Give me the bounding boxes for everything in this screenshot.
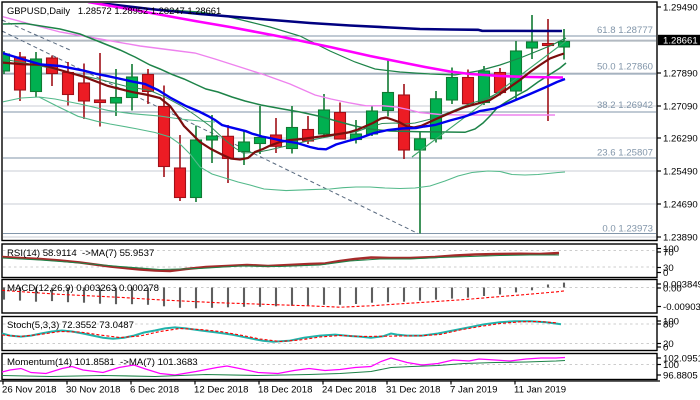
svg-text:1.24690: 1.24690 [663,199,698,210]
svg-text:GBPUSD,Daily 1.28572 1.28952: GBPUSD,Daily 1.28572 1.28952 1.28247 1.2… [7,5,221,16]
svg-text:20: 20 [663,339,674,350]
svg-text:RSI(14) 58.9114 ->MA(7) 55.95: RSI(14) 58.9114 ->MA(7) 55.9537 [7,248,154,259]
svg-text:100: 100 [663,316,679,327]
svg-text:24 Dec 2018: 24 Dec 2018 [322,385,376,396]
svg-text:MACD(12,26,9) 0.003263 0.00027: MACD(12,26,9) 0.003263 0.000278 [7,283,159,294]
svg-text:1.23890: 1.23890 [663,232,698,243]
svg-text:Momentum(14) 101.8581 ->MA(7): Momentum(14) 101.8581 ->MA(7) 101.3683 [7,357,198,368]
svg-text:6 Dec 2018: 6 Dec 2018 [130,385,179,396]
svg-text:26 Nov 2018: 26 Nov 2018 [2,385,56,396]
svg-text:61.8 1.28777: 61.8 1.28777 [597,25,653,36]
svg-text:1.25490: 1.25490 [663,166,698,177]
svg-text:38.2 1.26942: 38.2 1.26942 [597,100,653,111]
svg-text:30: 30 [663,263,674,274]
svg-text:80: 80 [663,319,674,330]
svg-text:18 Dec 2018: 18 Dec 2018 [258,385,312,396]
svg-text:0.0 1.23973: 0.0 1.23973 [602,224,653,235]
svg-text:1.29490: 1.29490 [663,2,698,13]
svg-text:31 Dec 2018: 31 Dec 2018 [386,385,440,396]
svg-text:0: 0 [663,342,668,353]
svg-text:100: 100 [663,244,679,255]
svg-text:30 Nov 2018: 30 Nov 2018 [66,385,120,396]
svg-text:1.27890: 1.27890 [663,68,698,79]
svg-text:1.27090: 1.27090 [663,101,698,112]
svg-text:70: 70 [663,247,674,258]
svg-text:0: 0 [663,268,668,279]
svg-text:12 Dec 2018: 12 Dec 2018 [194,385,248,396]
svg-text:0.00: 0.00 [663,283,682,294]
svg-text:7 Jan 2019: 7 Jan 2019 [450,385,497,396]
svg-text:96.8805: 96.8805 [663,370,698,381]
svg-text:50.0 1.27860: 50.0 1.27860 [597,62,653,73]
svg-text:102.0951: 102.0951 [663,353,700,364]
svg-text:100: 100 [663,360,679,371]
svg-text:23.6 1.25807: 23.6 1.25807 [597,148,653,159]
svg-text:11 Jan 2019: 11 Jan 2019 [514,385,566,396]
svg-text:1.28661: 1.28661 [663,35,698,46]
svg-text:1.26290: 1.26290 [663,133,698,144]
svg-text:0.003849: 0.003849 [663,279,700,290]
svg-text:Stoch(5,3,3) 72.3552 73.0487: Stoch(5,3,3) 72.3552 73.0487 [7,320,134,331]
